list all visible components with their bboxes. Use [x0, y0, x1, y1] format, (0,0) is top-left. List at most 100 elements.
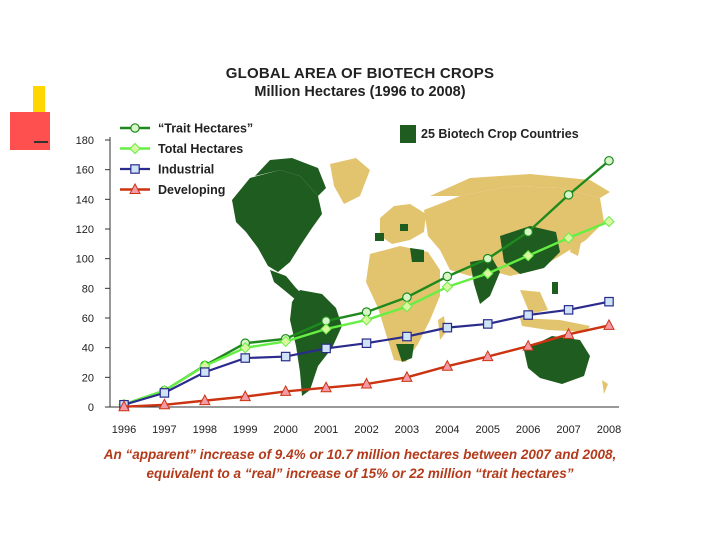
map-south-africa [396, 344, 414, 362]
data-point [604, 296, 614, 307]
data-point [279, 384, 292, 396]
data-point [523, 310, 533, 320]
legend-marker [130, 123, 140, 133]
x-tick-label: 1999 [233, 424, 257, 436]
chart-legend: “Trait Hectares” Total Hectares Industrial… [120, 122, 253, 197]
y-tick-label: 40 [82, 343, 94, 355]
data-point [563, 190, 574, 200]
caption-line-1: An “apparent” increase of 9.4% or 10.7 m… [103, 447, 617, 462]
data-point [360, 314, 373, 326]
data-point [441, 281, 454, 293]
y-tick-label: 80 [82, 283, 94, 295]
y-tick-label: 180 [76, 135, 94, 147]
data-point [562, 327, 575, 339]
data-point [442, 271, 453, 282]
x-tick-label: 2008 [597, 424, 621, 436]
map-south-america [290, 290, 342, 396]
data-point [441, 359, 454, 371]
data-point [442, 322, 453, 333]
x-tick-label: 2007 [556, 424, 580, 436]
data-point [603, 318, 615, 330]
data-point [563, 305, 574, 315]
map-new-zealand [602, 380, 608, 394]
y-tick-label: 160 [76, 165, 94, 177]
data-point [361, 338, 372, 349]
biotech-area-chart: 25 Biotech Crop Countries 0 20 40 60 80 100 12… [76, 122, 622, 437]
data-point [279, 335, 292, 348]
data-point [239, 342, 251, 354]
x-tick-label: 2005 [476, 424, 500, 436]
map-north-america [232, 170, 322, 272]
data-point [482, 253, 493, 264]
map-southeast-asia [520, 290, 548, 314]
data-point [523, 227, 533, 237]
decorative-red-block [10, 112, 50, 150]
data-point [522, 339, 534, 351]
data-point [482, 267, 494, 280]
data-point [402, 292, 412, 303]
chart-axes: 0 20 40 60 80 100 120 140 160 180 1996 1997 1998 1999… [76, 135, 622, 436]
data-point [320, 381, 332, 393]
data-point [158, 398, 171, 410]
x-tick-label: 2001 [314, 424, 338, 436]
data-point [280, 351, 291, 362]
legend-label: Industrial [158, 163, 214, 177]
y-tick-label: 100 [76, 254, 94, 266]
y-tick-label: 120 [76, 224, 94, 236]
legend-marker [129, 182, 141, 194]
data-point [360, 377, 373, 389]
map-asia [424, 186, 604, 276]
map-india [470, 258, 500, 304]
data-point [321, 343, 331, 354]
legend-marker [130, 164, 140, 174]
map-legend-swatch [400, 125, 416, 143]
map-russia [430, 174, 610, 198]
y-tick-label: 140 [76, 194, 94, 206]
map-greenland [330, 158, 370, 204]
map-legend-label: 25 Biotech Crop Countries [421, 127, 579, 141]
data-point [402, 331, 412, 342]
x-tick-label: 2003 [395, 424, 419, 436]
data-point [199, 394, 211, 406]
x-tick-label: 1997 [152, 424, 176, 436]
series-1 [118, 215, 615, 411]
y-tick-label: 60 [82, 313, 94, 325]
x-tick-label: 2000 [273, 424, 297, 436]
data-point [118, 400, 130, 412]
map-philippines [552, 282, 558, 294]
y-tick-label: 0 [88, 402, 94, 414]
data-point [401, 370, 413, 382]
data-point [481, 349, 494, 362]
x-tick-label: 1998 [193, 424, 217, 436]
x-tick-label: 2006 [516, 424, 540, 436]
data-point [522, 249, 534, 262]
caption-line-2: equivalent to a “real” increase of 15% o… [146, 466, 574, 481]
chart-title: GLOBAL AREA OF BIOTECH CROPS [225, 65, 495, 82]
chart-subtitle: Million Hectares (1996 to 2008) [254, 84, 466, 100]
data-point [200, 367, 210, 377]
data-point [482, 319, 493, 329]
map-spain [375, 233, 384, 241]
series-3 [118, 318, 615, 412]
map-australia [524, 336, 590, 384]
x-tick-label: 2002 [354, 424, 378, 436]
legend-label: Total Hectares [158, 142, 243, 156]
map-central-america [270, 270, 304, 300]
data-point [240, 353, 251, 363]
chart-series [118, 155, 615, 412]
y-tick-label: 20 [82, 372, 94, 384]
decorative-line [34, 141, 48, 143]
map-canada-north [255, 158, 326, 196]
map-indonesia [520, 318, 590, 332]
x-tick-label: 2004 [435, 424, 459, 436]
map-egypt [410, 248, 424, 262]
data-point [604, 155, 614, 166]
x-tick-label: 1996 [112, 424, 136, 436]
map-czech [400, 224, 408, 231]
world-map [232, 158, 610, 396]
data-point [320, 323, 332, 335]
data-point [159, 388, 170, 398]
legend-label: Developing [158, 183, 225, 197]
data-point [239, 390, 252, 402]
